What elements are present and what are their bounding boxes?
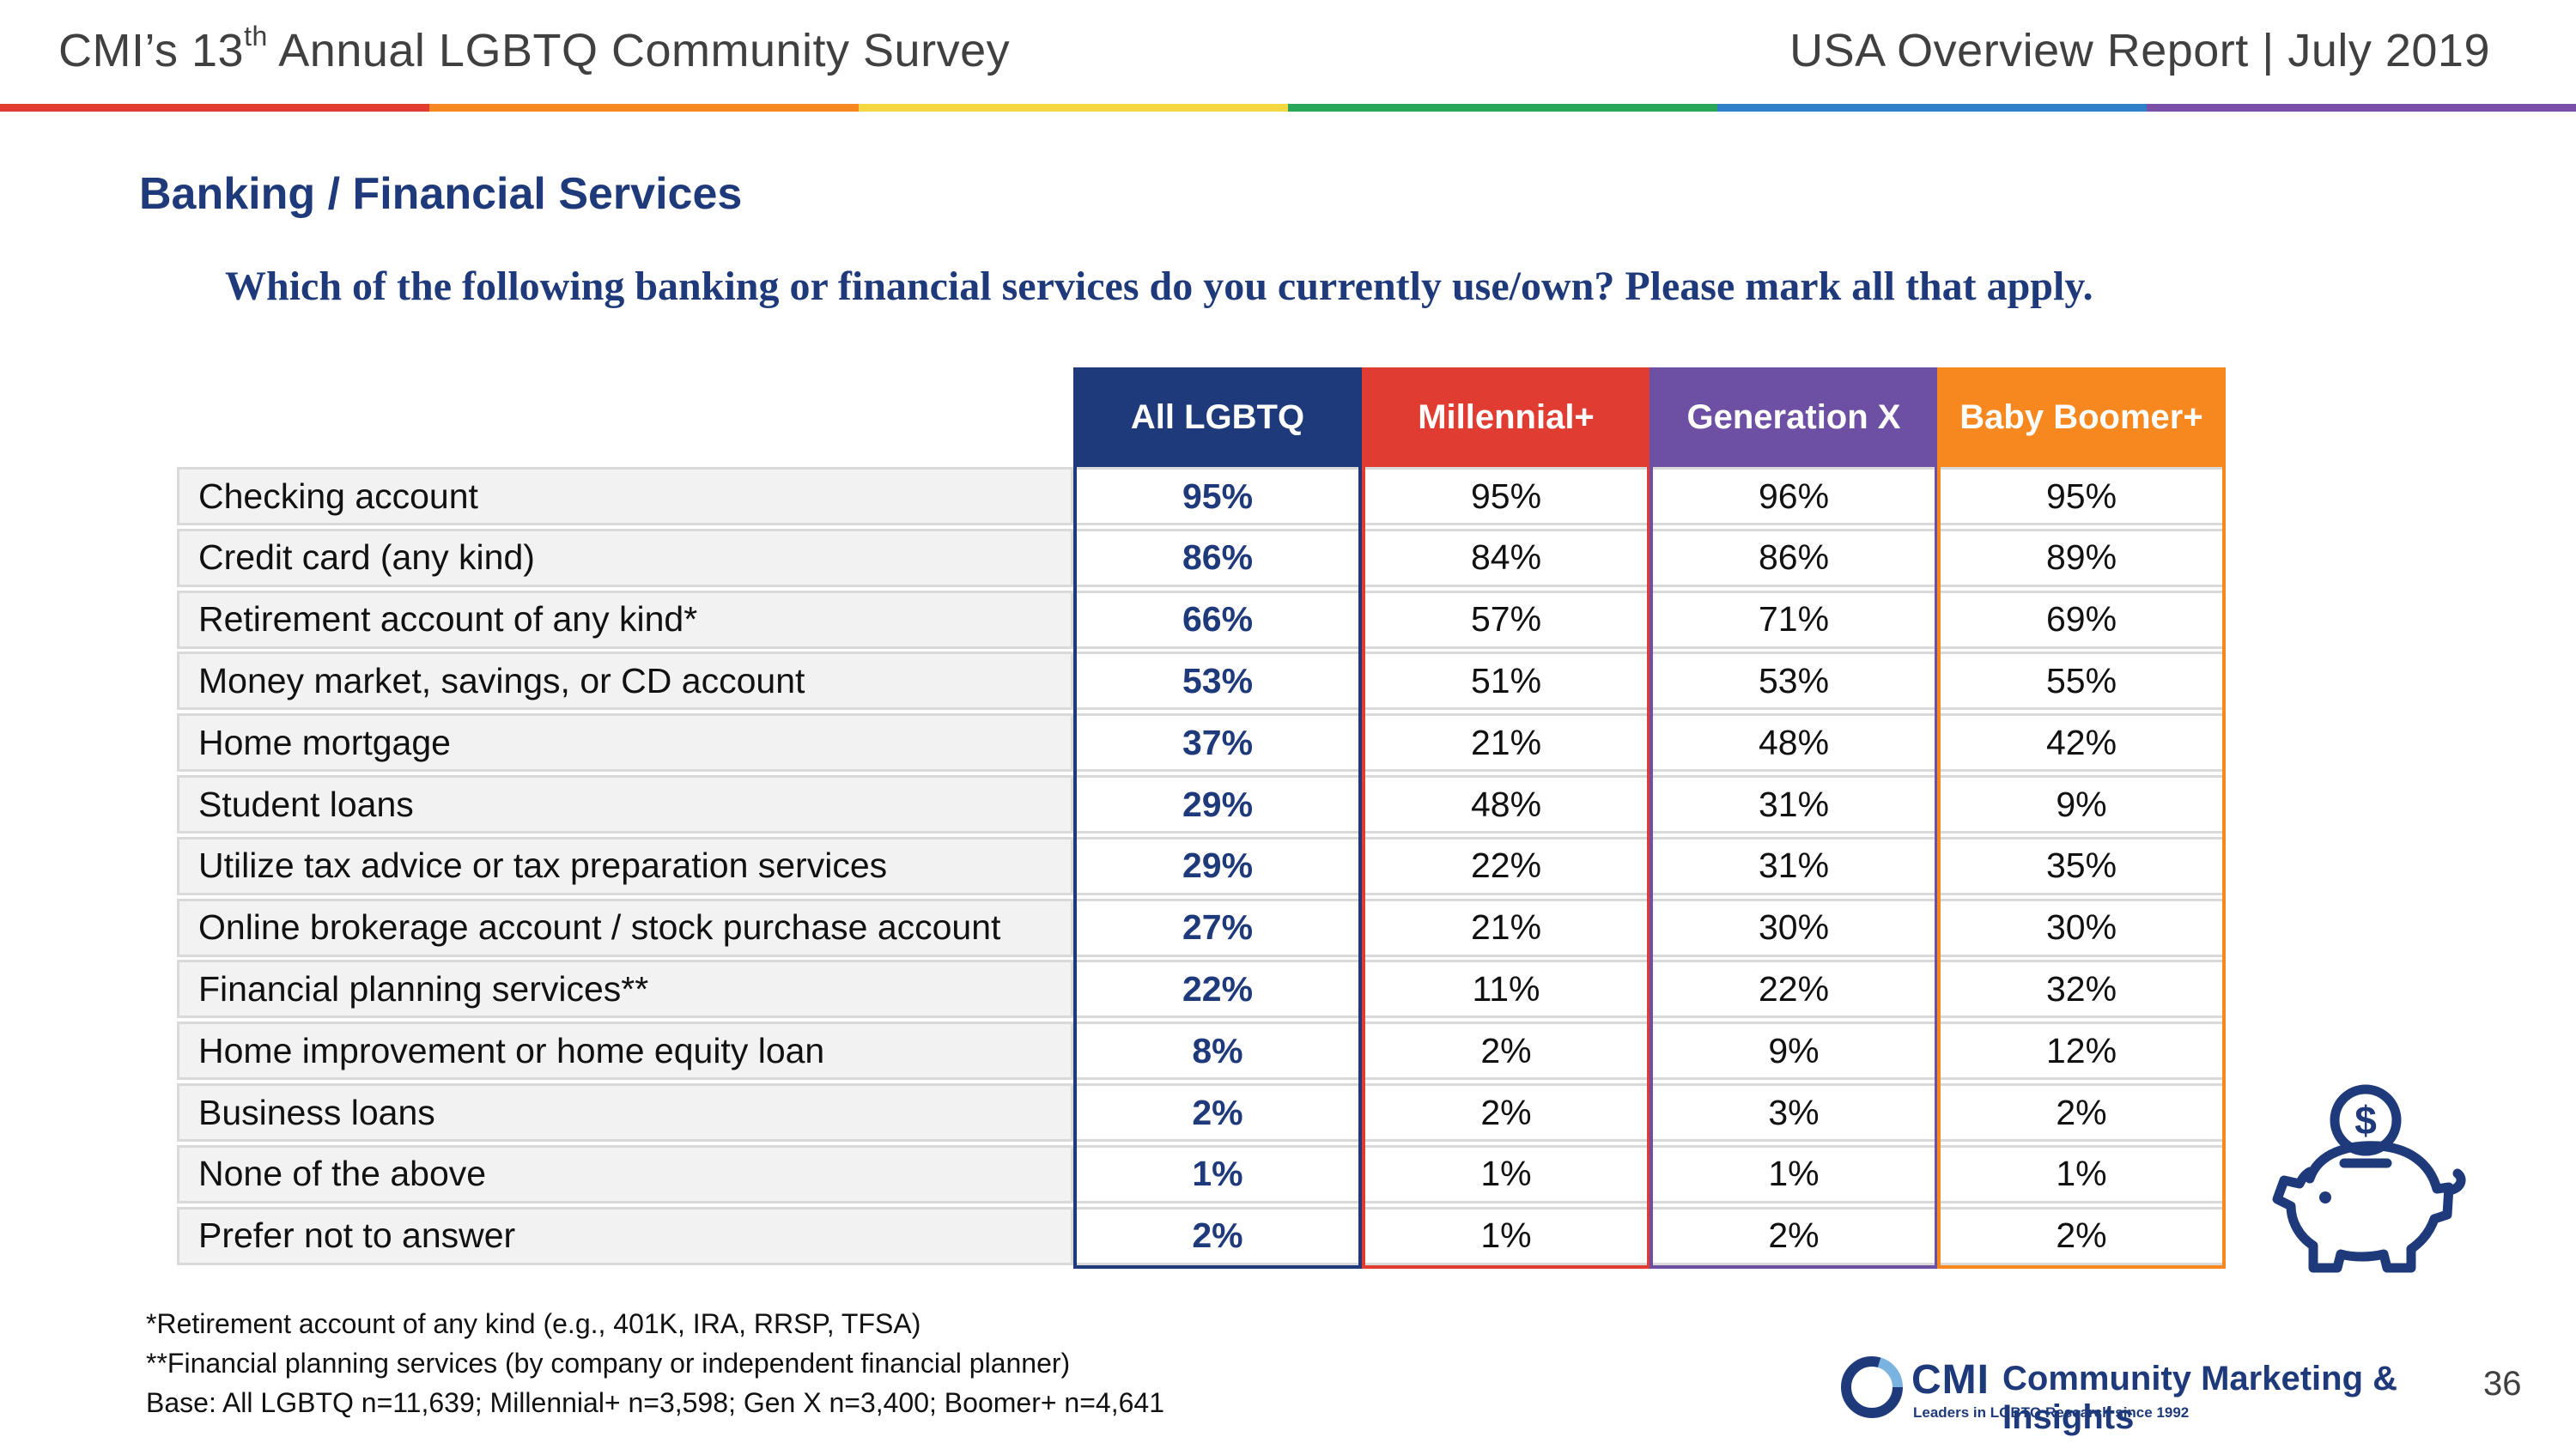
- rainbow-divider: [0, 104, 2576, 112]
- table-cell: 27%: [1073, 898, 1362, 957]
- table-cell: 2%: [1073, 1083, 1362, 1142]
- cmi-logo-icon: [1841, 1356, 1903, 1418]
- table-cell: 2%: [1362, 1022, 1650, 1081]
- rainbow-segment: [2147, 104, 2576, 112]
- rainbow-segment: [1288, 104, 1717, 112]
- footnote: **Financial planning services (by compan…: [146, 1348, 1071, 1379]
- rainbow-segment: [1717, 104, 2147, 112]
- rainbow-segment: [429, 104, 859, 112]
- table-cell: 8%: [1073, 1022, 1362, 1081]
- table-cell: 96%: [1649, 467, 1938, 525]
- table-cell: 1%: [1937, 1144, 2226, 1203]
- row-label: Money market, savings, or CD account: [177, 652, 1073, 711]
- row-label: Financial planning services**: [177, 960, 1073, 1019]
- survey-question: Which of the following banking or financ…: [225, 264, 2093, 309]
- header-title: CMI’s 13th Annual LGBTQ Community Survey: [58, 21, 1011, 76]
- table-cell: 21%: [1362, 898, 1650, 957]
- table-cell: 95%: [1362, 467, 1650, 525]
- row-label: Business loans: [177, 1083, 1073, 1142]
- column-header: Generation X: [1649, 367, 1938, 467]
- section-title: Banking / Financial Services: [139, 169, 743, 219]
- table-cell: 30%: [1937, 898, 2226, 957]
- header-report: USA Overview Report | July 2019: [1789, 25, 2490, 76]
- table-cell: 11%: [1362, 960, 1650, 1019]
- table-cell: 1%: [1362, 1144, 1650, 1203]
- table-cell: 89%: [1937, 528, 2226, 587]
- table-cell: 29%: [1073, 775, 1362, 834]
- row-label: Prefer not to answer: [177, 1206, 1073, 1265]
- row-label: None of the above: [177, 1144, 1073, 1203]
- row-label: Retirement account of any kind*: [177, 590, 1073, 649]
- table-cell: 84%: [1362, 528, 1650, 587]
- table-cell: 30%: [1649, 898, 1938, 957]
- table-cell: 48%: [1649, 713, 1938, 773]
- svg-text:$: $: [2354, 1098, 2377, 1143]
- table-cell: 86%: [1649, 528, 1938, 587]
- table-cell: 1%: [1649, 1144, 1938, 1203]
- column-header: All LGBTQ: [1073, 367, 1362, 467]
- table-cell: 2%: [1649, 1206, 1938, 1265]
- table-cell: 22%: [1073, 960, 1362, 1019]
- table-cell: 29%: [1073, 836, 1362, 895]
- table-cell: 95%: [1073, 467, 1362, 525]
- row-label: Home improvement or home equity loan: [177, 1022, 1073, 1081]
- table-cell: 1%: [1073, 1144, 1362, 1203]
- table-cell: 57%: [1362, 590, 1650, 649]
- logo-name: Community Marketing & Insights: [2002, 1360, 2398, 1436]
- table-cell: 35%: [1937, 836, 2226, 895]
- row-label: Home mortgage: [177, 713, 1073, 773]
- table-cell: 2%: [1073, 1206, 1362, 1265]
- logo-mark: CMI: [1911, 1357, 1990, 1403]
- table-cell: 86%: [1073, 528, 1362, 587]
- table-cell: 53%: [1073, 652, 1362, 711]
- row-label: Utilize tax advice or tax preparation se…: [177, 836, 1073, 895]
- piggy-bank-dollar-icon: $: [2272, 1084, 2466, 1273]
- table-cell: 31%: [1649, 775, 1938, 834]
- row-label: Online brokerage account / stock purchas…: [177, 898, 1073, 957]
- row-label: Checking account: [177, 467, 1073, 525]
- row-label: Credit card (any kind): [177, 528, 1073, 587]
- logo-tagline: Leaders in LGBTQ Research since 1992: [1913, 1404, 2190, 1421]
- rainbow-segment: [859, 104, 1288, 112]
- table-cell: 9%: [1649, 1022, 1938, 1081]
- table-cell: 53%: [1649, 652, 1938, 711]
- table-cell: 37%: [1073, 713, 1362, 773]
- table-cell: 22%: [1362, 836, 1650, 895]
- table-cell: 2%: [1937, 1206, 2226, 1265]
- table-cell: 32%: [1937, 960, 2226, 1019]
- rainbow-segment: [0, 104, 429, 112]
- cmi-logo: CMI Community Marketing & Insights Leade…: [1839, 1355, 2458, 1436]
- table-cell: 12%: [1937, 1022, 2226, 1081]
- table-cell: 2%: [1362, 1083, 1650, 1142]
- table-cell: 42%: [1937, 713, 2226, 773]
- column-header: Millennial+: [1362, 367, 1650, 467]
- column-header: Baby Boomer+: [1937, 367, 2226, 467]
- footnote: Base: All LGBTQ n=11,639; Millennial+ n=…: [146, 1387, 1164, 1418]
- table-cell: 3%: [1649, 1083, 1938, 1142]
- table-cell: 22%: [1649, 960, 1938, 1019]
- table-cell: 51%: [1362, 652, 1650, 711]
- table-cell: 48%: [1362, 775, 1650, 834]
- page-number: 36: [2483, 1365, 2522, 1403]
- table-cell: 69%: [1937, 590, 2226, 649]
- table-cell: 2%: [1937, 1083, 2226, 1142]
- table-cell: 9%: [1937, 775, 2226, 834]
- table-cell: 21%: [1362, 713, 1650, 773]
- table-cell: 66%: [1073, 590, 1362, 649]
- table-cell: 31%: [1649, 836, 1938, 895]
- table-cell: 95%: [1937, 467, 2226, 525]
- table-cell: 71%: [1649, 590, 1938, 649]
- table-cell: 1%: [1362, 1206, 1650, 1265]
- row-label: Student loans: [177, 775, 1073, 834]
- table-cell: 55%: [1937, 652, 2226, 711]
- footnote: *Retirement account of any kind (e.g., 4…: [146, 1308, 921, 1339]
